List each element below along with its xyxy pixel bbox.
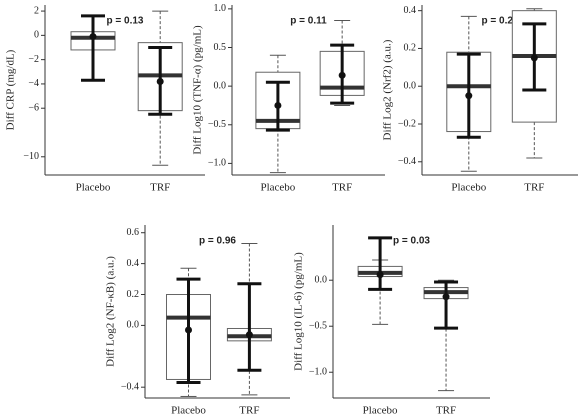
mean-point (465, 92, 473, 100)
y-tick-label: 0.0 (315, 275, 328, 286)
y-tick-label: −10 (23, 151, 39, 162)
x-tick-label: Placebo (171, 405, 206, 417)
y-tick-label: 0.0 (127, 320, 140, 331)
panel: 0.6 0.4 0.2 0.0 −0.4 Diff Log2 (NF-κB) (a.u.)… (105, 225, 290, 417)
mean-point (338, 71, 346, 79)
y-axis-label: Diff CRP (mg/dL) (5, 49, 17, 130)
y-tick-label: 0.5 (214, 42, 227, 53)
y-tick-label: 0.4 (127, 258, 140, 269)
mean-point (442, 293, 450, 301)
y-tick-label: 0.6 (127, 227, 140, 238)
y-tick-label: 0.0 (214, 80, 227, 91)
y-tick-label: −6 (28, 103, 39, 114)
mean-point (274, 101, 282, 109)
y-axis-label: Diff Log10 (TNF-α) (pg/mL) (192, 25, 204, 155)
x-tick-label: TRF (524, 182, 544, 194)
y-tick-label: −4 (28, 78, 39, 89)
mean-point (376, 271, 384, 279)
y-tick-label: −2 (28, 54, 39, 65)
mean-point (156, 78, 164, 85)
y-tick-label: 0.2 (127, 289, 140, 300)
y-tick-label: −1.0 (208, 158, 226, 169)
annotation: p = 0.96 (199, 236, 236, 247)
y-tick-label: 0.0 (404, 81, 417, 92)
y-axis-label: Diff Log2 (Nrf2) (a.u.) (382, 39, 394, 140)
annotation: p = 0.24 (482, 16, 519, 27)
y-tick-label: −0.4 (398, 156, 416, 167)
mean-point (185, 326, 192, 334)
y-tick-label: 0.2 (404, 43, 417, 54)
y-axis-label: Diff Log2 (NF-κB) (a.u.) (105, 256, 117, 367)
mean-point (530, 54, 538, 62)
y-tick-label: 2 (34, 5, 39, 16)
mean-point (245, 331, 253, 339)
y-tick-label: −0.5 (309, 321, 327, 332)
x-tick-label: TRF (332, 182, 352, 194)
panel: 2 0 −2 −4 −6 −10 Diff CRP (mg/dL) p = 0.13 Place… (5, 5, 205, 194)
annotation: p = 0.13 (107, 16, 144, 27)
y-axis-label: Diff Log10 (IL-6) (pg/mL) (293, 252, 305, 371)
y-tick-label: −0.2 (398, 118, 416, 129)
x-tick-label: Placebo (76, 182, 111, 194)
x-tick-label: TRF (150, 182, 170, 194)
y-tick-label: −0.5 (208, 119, 226, 130)
y-tick-label: 0 (34, 30, 39, 41)
x-tick-label: Placebo (363, 405, 398, 417)
mean-point (89, 33, 97, 41)
annotation: p = 0.11 (290, 16, 327, 27)
y-tick-label: −0.4 (121, 381, 139, 392)
y-tick-label: 1.0 (214, 3, 227, 14)
y-tick-label: 0.4 (404, 5, 417, 16)
x-tick-label: Placebo (451, 182, 486, 194)
annotation: p = 0.03 (393, 236, 430, 247)
y-tick-label: −1.0 (309, 367, 327, 378)
x-tick-label: TRF (239, 405, 259, 417)
panel: −1.0 −0.5 0.0 0.5 1.0 Diff Log10 (TNF-α) (pg/… (192, 3, 385, 194)
panel: 0.0 −0.5 −1.0 Diff Log10 (IL-6) (pg/mL) p = … (293, 225, 490, 417)
x-tick-label: Placebo (260, 182, 295, 194)
x-tick-label: TRF (436, 405, 456, 417)
panel: −0.4 −0.2 0.0 0.2 0.4 Diff Log2 (Nrf2) (a.u.)… (382, 5, 578, 194)
